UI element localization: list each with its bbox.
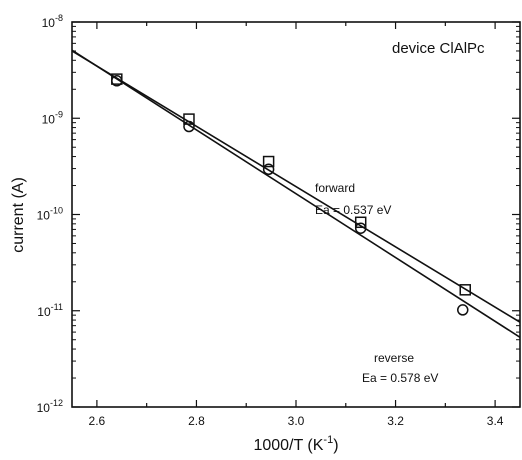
forward-point	[354, 216, 367, 229]
forward-label: forward	[315, 181, 355, 195]
reverse-ea-label: Ea = 0.578 eV	[362, 371, 438, 385]
y-tick-label-exp: -9	[55, 109, 63, 119]
y-tick-label: 10-9	[42, 109, 63, 126]
reverse-point	[262, 163, 275, 176]
y-tick-label-base: 10	[42, 112, 56, 126]
y-tick-label-exp: -11	[51, 302, 63, 312]
reverse-label: reverse	[374, 351, 414, 365]
x-tick-label: 3.2	[387, 414, 404, 428]
x-axis-title-main: 1000/T (K	[253, 437, 323, 454]
y-tick-label: 10-12	[37, 398, 63, 415]
y-tick-label-exp: -10	[50, 206, 63, 216]
y-tick-label-exp: -8	[55, 13, 63, 23]
y-tick-label: 10-11	[37, 302, 63, 319]
reverse-fit-line	[71, 49, 521, 338]
y-tick-label-base: 10	[37, 401, 51, 415]
y-tick-label-base: 10	[42, 16, 56, 30]
y-tick-label-base: 10	[37, 305, 51, 319]
x-tick-label: 3.0	[288, 414, 305, 428]
y-tick-label: 10-8	[42, 13, 63, 30]
forward-ea-label: Ea = 0.537 eV	[315, 203, 391, 217]
reverse-point	[183, 120, 195, 133]
forward-fit-line	[71, 50, 521, 323]
reverse-point	[354, 222, 367, 234]
device-label: device ClAlPc	[392, 40, 485, 57]
y-tick-label: 10-10	[37, 206, 63, 223]
forward-point	[262, 155, 275, 168]
x-axis-title-close: )	[333, 437, 338, 454]
forward-point	[183, 113, 195, 125]
x-tick-label: 3.4	[487, 414, 504, 428]
reverse-point	[111, 75, 123, 87]
x-tick-label: 2.6	[89, 414, 106, 428]
forward-point	[459, 284, 471, 296]
fit-lines	[71, 49, 521, 338]
x-tick-label: 2.8	[188, 414, 205, 428]
y-tick-label-exp: -12	[50, 398, 63, 408]
plot-frame	[71, 21, 521, 408]
data-points	[111, 73, 471, 316]
x-axis-title: 1000/T (K-1)	[253, 434, 338, 454]
reverse-point	[457, 304, 469, 316]
axis-ticks	[72, 21, 520, 408]
y-tick-label-base: 10	[37, 209, 51, 223]
x-axis-title-exp: -1	[323, 434, 333, 446]
y-axis-title: current (A)	[10, 177, 27, 253]
